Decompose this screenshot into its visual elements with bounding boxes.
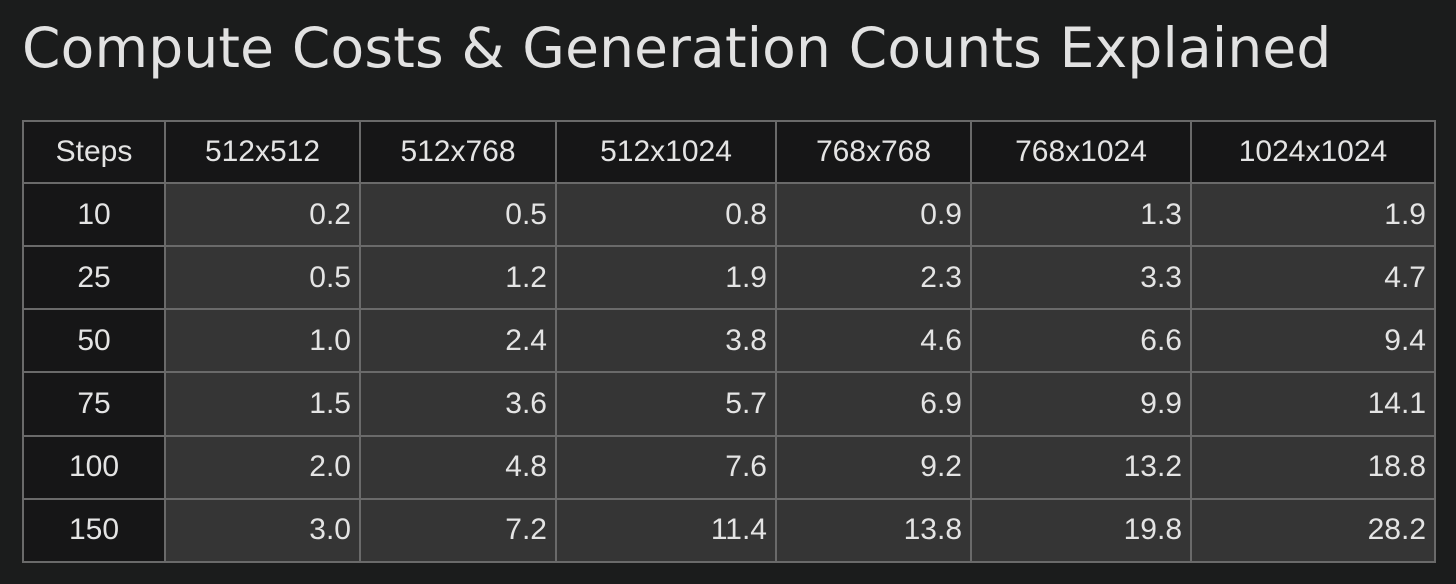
- table-row: 150 3.0 7.2 11.4 13.8 19.8 28.2: [22, 497, 1436, 564]
- table-cell: 3.8: [555, 308, 777, 374]
- table-cell: 3.6: [359, 371, 557, 437]
- row-header-steps: 50: [22, 308, 166, 374]
- table-cell: 13.8: [775, 497, 972, 564]
- table-header-row: Steps 512x512 512x768 512x1024 768x768 7…: [22, 120, 1436, 184]
- table-cell: 3.0: [164, 497, 361, 564]
- table-cell: 0.5: [359, 181, 557, 248]
- table-cell: 18.8: [1190, 434, 1436, 500]
- table-row: 25 0.5 1.2 1.9 2.3 3.3 4.7: [22, 245, 1436, 311]
- table-cell: 1.2: [359, 245, 557, 311]
- column-header-512x512: 512x512: [164, 120, 361, 184]
- row-header-steps: 25: [22, 245, 166, 311]
- row-header-steps: 150: [22, 497, 166, 564]
- table-cell: 2.3: [775, 245, 972, 311]
- column-header-512x768: 512x768: [359, 120, 557, 184]
- table-cell: 7.2: [359, 497, 557, 564]
- table-cell: 2.0: [164, 434, 361, 500]
- table-cell: 1.9: [1190, 181, 1436, 248]
- table-cell: 5.7: [555, 371, 777, 437]
- table-cell: 4.6: [775, 308, 972, 374]
- table-cell: 13.2: [970, 434, 1192, 500]
- table-cell: 3.3: [970, 245, 1192, 311]
- table-row: 50 1.0 2.4 3.8 4.6 6.6 9.4: [22, 308, 1436, 374]
- row-header-steps: 75: [22, 371, 166, 437]
- table-cell: 9.4: [1190, 308, 1436, 374]
- table-cell: 9.2: [775, 434, 972, 500]
- table-cell: 11.4: [555, 497, 777, 564]
- table-cell: 7.6: [555, 434, 777, 500]
- table-cell: 28.2: [1190, 497, 1436, 564]
- table-cell: 1.3: [970, 181, 1192, 248]
- column-header-1024x1024: 1024x1024: [1190, 120, 1436, 184]
- table-cell: 9.9: [970, 371, 1192, 437]
- compute-cost-table: Steps 512x512 512x768 512x1024 768x768 7…: [22, 120, 1436, 564]
- column-header-steps: Steps: [22, 120, 166, 184]
- row-header-steps: 10: [22, 181, 166, 248]
- table-cell: 1.5: [164, 371, 361, 437]
- table-row: 10 0.2 0.5 0.8 0.9 1.3 1.9: [22, 181, 1436, 248]
- row-header-steps: 100: [22, 434, 166, 500]
- table-cell: 1.0: [164, 308, 361, 374]
- table-cell: 2.4: [359, 308, 557, 374]
- column-header-512x1024: 512x1024: [555, 120, 777, 184]
- table-cell: 14.1: [1190, 371, 1436, 437]
- page-title: Compute Costs & Generation Counts Explai…: [22, 16, 1332, 80]
- table-cell: 19.8: [970, 497, 1192, 564]
- column-header-768x1024: 768x1024: [970, 120, 1192, 184]
- table-row: 75 1.5 3.6 5.7 6.9 9.9 14.1: [22, 371, 1436, 437]
- table-cell: 4.8: [359, 434, 557, 500]
- table-cell: 0.2: [164, 181, 361, 248]
- table-cell: 1.9: [555, 245, 777, 311]
- table-cell: 6.6: [970, 308, 1192, 374]
- table-cell: 0.9: [775, 181, 972, 248]
- table-cell: 4.7: [1190, 245, 1436, 311]
- table-cell: 0.8: [555, 181, 777, 248]
- table-row: 100 2.0 4.8 7.6 9.2 13.2 18.8: [22, 434, 1436, 500]
- table-cell: 6.9: [775, 371, 972, 437]
- column-header-768x768: 768x768: [775, 120, 972, 184]
- table-cell: 0.5: [164, 245, 361, 311]
